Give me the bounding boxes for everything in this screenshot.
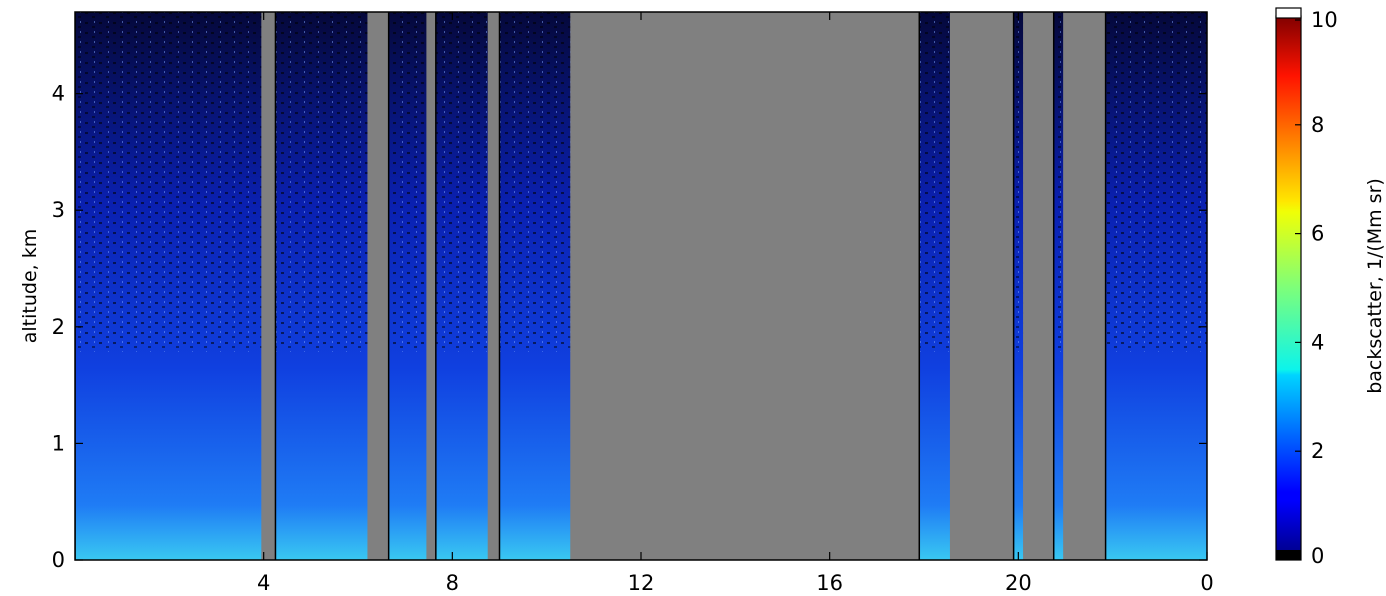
colorbar-tick-label: 4: [1311, 330, 1324, 354]
data-column-noise: [1105, 12, 1207, 352]
y-tick-label: 4: [52, 82, 65, 106]
y-tick-label: 1: [52, 431, 65, 455]
colorbar-over-cap: [1275, 7, 1302, 19]
data-column-noise: [275, 12, 368, 352]
x-tick-label: 8: [446, 571, 459, 595]
y-tick-label: 3: [52, 198, 65, 222]
colorbar-under-cap: [1276, 550, 1301, 560]
y-tick-label: 2: [52, 315, 65, 339]
data-column-noise: [499, 12, 571, 352]
x-axis: 4 8 12 16 20 0: [257, 12, 1214, 595]
y-axis-label: altitude, km: [19, 229, 41, 343]
x-tick-label: 20: [1005, 571, 1032, 595]
colorbar-tick-label: 8: [1311, 113, 1324, 137]
x-tick-label: 4: [257, 571, 270, 595]
data-column-noise: [1013, 12, 1024, 352]
x-tick-label: 16: [816, 571, 843, 595]
colorbar-tick-label: 10: [1311, 8, 1338, 32]
colorbar-tick-label: 2: [1311, 439, 1324, 463]
colorbar-tick-label: 6: [1311, 222, 1324, 246]
x-tick-label: 0: [1200, 571, 1213, 595]
colorbar-gradient: [1275, 15, 1302, 561]
data-column-noise: [388, 12, 427, 352]
data-column-noise: [919, 12, 950, 352]
data-column-noise: [1053, 12, 1064, 352]
data-column-noise: [435, 12, 488, 352]
colorbar-label: backscatter, 1/(Mm sr): [1364, 178, 1386, 394]
x-tick-label: 12: [628, 571, 655, 595]
colorbar: 0 2 4 6 8 10 backscatter, 1/(Mm sr): [1275, 7, 1386, 568]
y-tick-label: 0: [52, 548, 65, 572]
data-columns: [75, 12, 1207, 560]
y-axis: 0 1 2 3 4: [52, 82, 1207, 572]
data-column-noise: [75, 12, 262, 352]
colorbar-tick-label: 0: [1311, 544, 1324, 568]
plot-area: [75, 12, 1207, 560]
colorbar-ticks: 0 2 4 6 8 10: [1275, 7, 1338, 568]
